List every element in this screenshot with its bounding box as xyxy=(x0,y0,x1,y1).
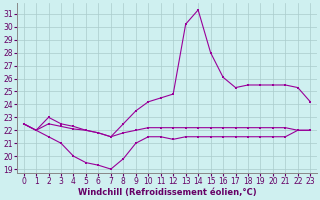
X-axis label: Windchill (Refroidissement éolien,°C): Windchill (Refroidissement éolien,°C) xyxy=(78,188,256,197)
